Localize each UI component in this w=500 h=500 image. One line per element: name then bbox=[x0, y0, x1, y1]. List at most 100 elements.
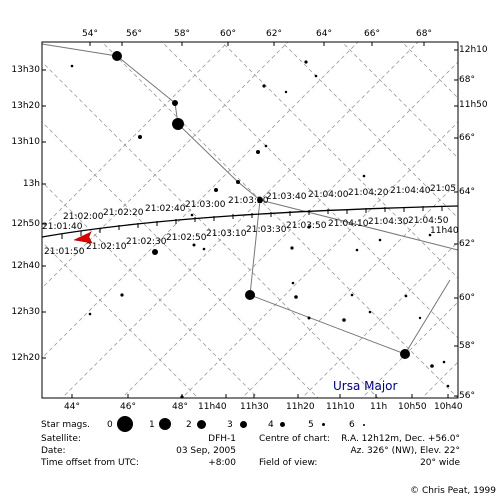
legend-star-mag5 bbox=[322, 423, 325, 426]
satellite-track bbox=[41, 205, 459, 244]
track-time-label: 21:04:30 bbox=[368, 217, 409, 227]
scale-label-left: 13h10 bbox=[11, 137, 40, 147]
track-time-label: 21:02:30 bbox=[126, 237, 167, 247]
star bbox=[284, 90, 288, 94]
star bbox=[307, 225, 311, 229]
chart-frame bbox=[41, 41, 459, 399]
legend-mag-label: 3 bbox=[227, 420, 233, 430]
legend-star-mag3 bbox=[240, 421, 247, 428]
star bbox=[257, 197, 263, 203]
legend-mag-label: 1 bbox=[149, 420, 155, 430]
legend-star-mag1 bbox=[159, 418, 171, 430]
scale-label-top: 66° bbox=[364, 29, 380, 39]
track-time-label: 21:02:00 bbox=[63, 212, 104, 222]
track-time-label: 21:02:10 bbox=[86, 242, 127, 252]
star bbox=[342, 318, 346, 322]
scale-label-right: 68° bbox=[459, 75, 475, 85]
scale-label-bottom: 48° bbox=[172, 402, 188, 412]
star bbox=[262, 84, 266, 88]
track-time-label: 21:03:40 bbox=[266, 192, 307, 202]
star bbox=[442, 360, 446, 364]
track-time-label: 21:02:20 bbox=[103, 208, 144, 218]
star bbox=[88, 312, 92, 316]
legend-star-mag4 bbox=[280, 422, 285, 427]
star bbox=[172, 118, 184, 130]
star bbox=[256, 150, 260, 154]
track-time-label: 21:04:10 bbox=[328, 219, 369, 229]
scale-label-bottom: 10h40 bbox=[434, 402, 463, 412]
date-value: 03 Sep, 2005 bbox=[176, 446, 236, 456]
track-time-label: 21:01:40 bbox=[42, 222, 83, 232]
satellite-value: DFH-1 bbox=[208, 434, 236, 444]
scale-label-right: 12h10 bbox=[459, 45, 488, 55]
centre-az-el-value: Az. 326° (NW), Elev. 22° bbox=[350, 446, 460, 456]
star bbox=[428, 233, 432, 237]
track-time-label: 21:03:00 bbox=[185, 200, 226, 210]
legend-star-mag2 bbox=[197, 420, 206, 429]
satellite-label: Satellite: bbox=[41, 434, 81, 444]
track-time-label: 21:04:50 bbox=[408, 216, 449, 226]
scale-label-right: 66° bbox=[459, 133, 475, 143]
scale-label-left: 12h40 bbox=[11, 261, 40, 271]
satellite-direction-marker bbox=[73, 231, 93, 244]
track-time-label: 21:03:50 bbox=[286, 221, 327, 231]
star bbox=[245, 290, 255, 300]
track-time-label: 21:04:20 bbox=[348, 188, 389, 198]
scale-label-left: 12h20 bbox=[11, 353, 40, 363]
scale-label-bottom: 11h20 bbox=[286, 402, 315, 412]
scale-label-bottom: 11h30 bbox=[240, 402, 269, 412]
star bbox=[446, 384, 450, 388]
track-time-label: 21:02:40 bbox=[145, 204, 186, 214]
scale-label-top: 54° bbox=[82, 29, 98, 39]
scale-label-bottom: 10h50 bbox=[398, 402, 427, 412]
star bbox=[190, 213, 194, 217]
star bbox=[192, 243, 196, 247]
stars bbox=[70, 51, 450, 399]
fov-value: 20° wide bbox=[420, 458, 460, 468]
legend-star-mag6 bbox=[363, 424, 365, 426]
scale-label-right: 56° bbox=[459, 391, 475, 401]
star bbox=[314, 74, 318, 78]
scale-label-bottom: 11h bbox=[370, 402, 388, 412]
scale-label-bottom: 44° bbox=[64, 402, 80, 412]
star bbox=[307, 316, 311, 320]
star bbox=[236, 180, 240, 184]
legend-mag-label: 5 bbox=[308, 420, 314, 430]
track-time-label: 21:03:30 bbox=[246, 225, 287, 235]
centre-label: Centre of chart: bbox=[259, 434, 330, 444]
legend-star-mag0 bbox=[117, 416, 133, 432]
track-time-label: 21:03:20 bbox=[228, 196, 269, 206]
star bbox=[264, 144, 268, 148]
star bbox=[350, 293, 354, 297]
star bbox=[368, 310, 372, 314]
scale-label-bottom: 11h10 bbox=[326, 402, 355, 412]
star bbox=[400, 349, 410, 359]
utc-offset-label: Time offset from UTC: bbox=[41, 458, 139, 468]
track-time-label: 21:02:50 bbox=[166, 233, 207, 243]
scale-label-right: 60° bbox=[459, 293, 475, 303]
centre-ra-dec-value: R.A. 12h12m, Dec. +56.0° bbox=[341, 434, 460, 444]
star bbox=[294, 295, 298, 299]
star bbox=[291, 281, 295, 285]
scale-label-top: 64° bbox=[316, 29, 332, 39]
legend-title: Star mags. bbox=[41, 420, 90, 430]
scale-label-bottom: 46° bbox=[120, 402, 136, 412]
track-time-label: 21:04:40 bbox=[390, 186, 431, 196]
scale-label-left: 13h30 bbox=[11, 65, 40, 75]
legend-mag-label: 0 bbox=[107, 420, 113, 430]
track-time-label: 21:01:50 bbox=[44, 247, 85, 257]
star bbox=[404, 294, 408, 298]
star bbox=[290, 246, 294, 250]
scale-label-bottom: 11h40 bbox=[198, 402, 227, 412]
scale-label-left: 13h20 bbox=[11, 101, 40, 111]
legend-mag-label: 4 bbox=[268, 420, 274, 430]
scale-label-top: 58° bbox=[174, 29, 190, 39]
star bbox=[120, 293, 124, 297]
scale-label-left: 13h bbox=[22, 179, 40, 189]
scale-label-right: 58° bbox=[459, 341, 475, 351]
scale-label-right: 64° bbox=[459, 187, 475, 197]
track-time-label: 21:03:10 bbox=[206, 229, 247, 239]
scale-label-left: 12h50 bbox=[11, 219, 40, 229]
scale-label-top: 62° bbox=[266, 29, 282, 39]
scale-label-top: 56° bbox=[126, 29, 142, 39]
